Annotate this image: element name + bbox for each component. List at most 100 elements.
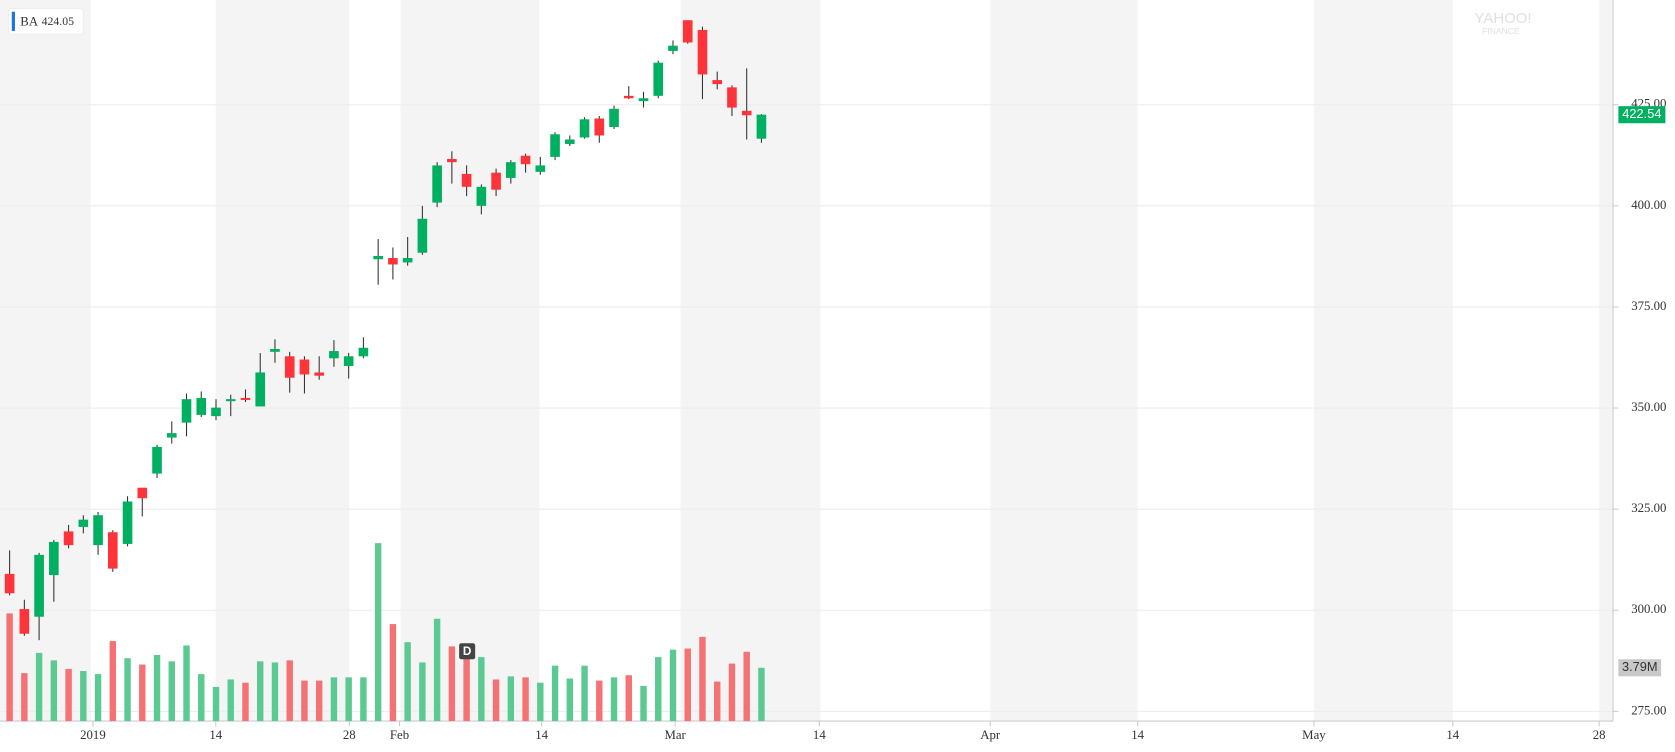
volume-bar: [21, 673, 28, 722]
volume-bar: [537, 682, 544, 722]
volume-bar: [404, 642, 411, 722]
volume-bar: [109, 641, 117, 722]
x-tick-label: 14: [209, 728, 222, 742]
legend: BA 424.05: [8, 7, 84, 35]
candle-body: [358, 347, 369, 357]
volume-bar: [153, 655, 161, 722]
volume-bar: [610, 677, 618, 722]
volume-bar: [330, 677, 338, 722]
volume-bar: [65, 668, 72, 722]
candle-body: [609, 108, 619, 127]
y-tick-label: 400.00: [1631, 198, 1666, 212]
x-tick-label: 28: [1593, 728, 1606, 742]
candle-body: [314, 372, 324, 376]
candle-body: [19, 609, 30, 634]
volume-bar: [669, 649, 677, 722]
candle-body: [432, 165, 442, 203]
volume-bar: [419, 662, 426, 722]
volume-bar: [257, 661, 264, 722]
volume-bar: [139, 664, 146, 722]
candle-body: [152, 446, 162, 474]
last-volume-label: 3.79M: [1622, 659, 1658, 674]
candle-body: [564, 139, 575, 144]
volume-bar: [596, 680, 603, 722]
y-tick-label: 350.00: [1631, 400, 1666, 414]
candle-body: [107, 532, 118, 569]
candle-body: [270, 349, 280, 352]
volume-bar: [50, 660, 58, 722]
volume-bar: [684, 648, 691, 722]
y-tick-label: 375.00: [1631, 299, 1666, 313]
x-tick-label: 2019: [80, 728, 106, 742]
candle-body: [476, 186, 487, 206]
volume-bar: [433, 618, 441, 722]
candle-body: [166, 433, 177, 438]
x-tick-label: Mar: [664, 728, 686, 742]
candle-body: [506, 162, 516, 178]
candle-body: [579, 119, 590, 138]
candle-body: [638, 98, 649, 102]
volume-bar: [507, 676, 515, 722]
candle-body: [211, 407, 221, 417]
x-tick-label: Apr: [980, 728, 1001, 742]
candle-body: [535, 165, 546, 172]
volume-bar: [581, 665, 588, 722]
volume-bar: [168, 661, 175, 722]
candle-body: [137, 487, 148, 499]
volume-bar: [714, 681, 721, 722]
x-tick-label: 14: [1446, 728, 1459, 742]
volume-bar: [566, 678, 574, 722]
volume-bar: [640, 685, 647, 722]
candle-body: [49, 541, 59, 576]
candle-body: [447, 158, 457, 163]
x-tick-label: May: [1302, 728, 1326, 742]
candle-body: [181, 399, 192, 423]
candle-body: [402, 258, 413, 263]
volume-bar: [728, 663, 736, 722]
volume-bar: [212, 686, 220, 722]
watermark: YAHOO!: [1474, 10, 1531, 27]
candle-body: [299, 359, 310, 375]
candle-body: [255, 372, 266, 407]
volume-bar: [345, 677, 352, 722]
candle-body: [4, 573, 15, 594]
volume-bar: [35, 652, 43, 722]
candle-body: [240, 397, 251, 400]
volume-bar: [80, 671, 87, 722]
candle-body: [284, 356, 295, 378]
candle-body: [78, 519, 89, 527]
candle-body: [122, 501, 133, 544]
candle-body: [373, 255, 383, 260]
volume-bar: [242, 682, 249, 722]
x-tick-label: Feb: [390, 728, 409, 742]
watermark: FINANCE: [1482, 26, 1520, 36]
candle-body: [63, 531, 74, 546]
last-price-label: 422.54: [1622, 106, 1661, 121]
volume-bar: [625, 675, 632, 722]
volume-bar: [124, 658, 131, 722]
volume-bar: [286, 660, 293, 722]
background-bands: [0, 0, 1614, 722]
last-volume-box: [1618, 659, 1662, 677]
candle-body: [93, 515, 103, 546]
candle-body: [491, 172, 501, 190]
volume-bar: [183, 645, 190, 722]
volume-bar: [448, 646, 456, 722]
candle-body: [34, 554, 44, 617]
legend-symbol: BA: [20, 14, 39, 28]
y-tick-label: 275.00: [1631, 703, 1666, 717]
volume-bar: [94, 674, 102, 722]
candle-body: [329, 351, 339, 359]
candle-body: [712, 80, 723, 85]
volume-bar: [198, 674, 205, 722]
candle-body: [741, 110, 752, 116]
x-tick-label: 14: [1131, 728, 1144, 742]
candle-body: [682, 20, 693, 43]
volume-bar: [315, 680, 323, 722]
candle-body: [550, 134, 560, 157]
dividend-marker: D: [463, 645, 471, 658]
candle-body: [343, 356, 354, 366]
candle-body: [623, 95, 634, 99]
volume-bar: [6, 613, 13, 722]
volume-bar: [271, 662, 279, 722]
